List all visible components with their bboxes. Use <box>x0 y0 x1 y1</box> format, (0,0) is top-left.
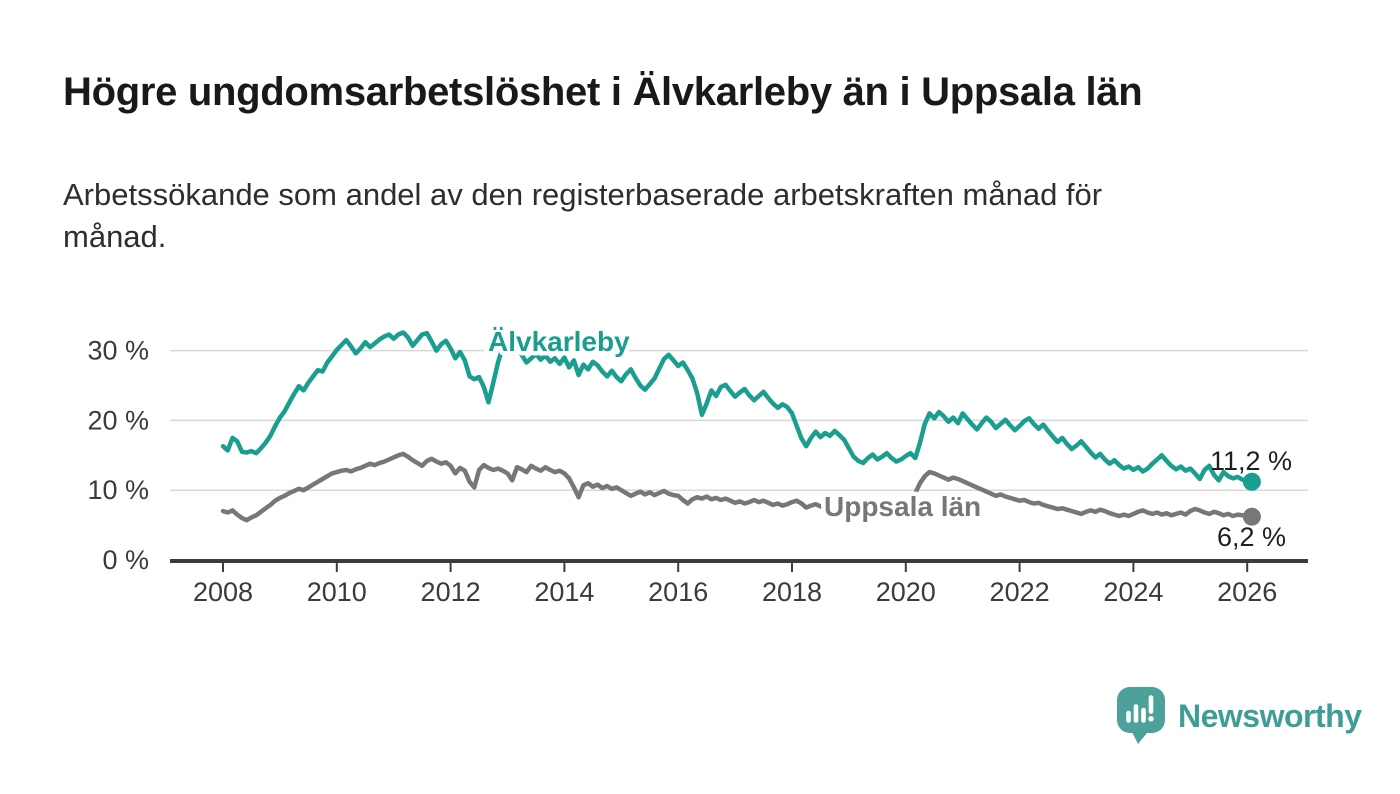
y-axis-label-10: 10 % <box>87 475 149 505</box>
y-axis-label-20: 20 % <box>87 405 149 435</box>
x-axis-label-2008: 2008 <box>193 577 253 607</box>
x-axis-label-2026: 2026 <box>1217 577 1277 607</box>
newsworthy-logo-icon <box>1117 687 1165 744</box>
logo-exclamation-dot-icon <box>1148 716 1154 722</box>
x-axis-label-2020: 2020 <box>876 577 936 607</box>
chart-title: Högre ungdomsarbetslöshet i Älvkarleby ä… <box>63 70 1143 114</box>
series-line-alvkarleby <box>220 330 1255 485</box>
series-label-alvkarleby: Älvkarleby <box>488 326 630 357</box>
y-axis-label-30: 30 % <box>87 336 149 366</box>
series-end-dot-uppsala-lan <box>1242 507 1261 526</box>
x-axis-label-2022: 2022 <box>990 577 1050 607</box>
chart-subtitle: Arbetssökande som andel av den registerb… <box>63 177 1103 254</box>
logo-bubble-shape <box>1117 687 1165 744</box>
x-axis-label-2014: 2014 <box>534 577 594 607</box>
series-line-uppsala-lan <box>220 451 1255 523</box>
y-axis-label-0: 0 % <box>102 545 149 575</box>
x-axis-label-2018: 2018 <box>762 577 822 607</box>
x-axis-label-2010: 2010 <box>307 577 367 607</box>
series-label-uppsala-lan: Uppsala län <box>824 491 981 522</box>
x-axis-label-2016: 2016 <box>648 577 708 607</box>
series-end-value-alvkarleby: 11,2 % <box>1210 446 1292 476</box>
newsworthy-wordmark: Newsworthy <box>1178 697 1362 734</box>
logo-bar-chart-icon <box>1126 695 1154 723</box>
x-axis-label-2012: 2012 <box>421 577 481 607</box>
newsworthy-brand: Newsworthy <box>1117 687 1362 745</box>
series-end-dot-alvkarleby <box>1242 472 1261 491</box>
x-axis-label-2024: 2024 <box>1103 577 1163 607</box>
series-end-value-uppsala-lan: 6,2 % <box>1217 522 1286 552</box>
